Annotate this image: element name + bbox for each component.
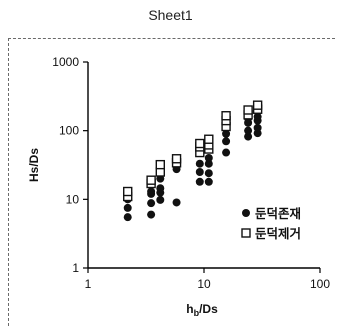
y-tick-label: 1000 (52, 55, 79, 69)
y-tick-label: 100 (59, 124, 79, 138)
x-axis-label: hb/Ds (186, 302, 218, 318)
data-point-circle (204, 153, 213, 162)
data-point-circle (204, 159, 213, 168)
data-point-circle (123, 203, 132, 212)
y-tick-label: 10 (66, 192, 80, 206)
data-point-circle (204, 177, 213, 186)
data-point-circle (204, 169, 213, 178)
data-point-circle (172, 198, 181, 207)
data-point-square (123, 186, 133, 197)
data-point-circle (253, 123, 262, 132)
data-point-circle (195, 177, 204, 186)
data-point-circle (195, 159, 204, 168)
data-point-square (204, 134, 214, 144)
x-tick-label: 100 (310, 277, 330, 291)
legend-label: 둔덕존재 (255, 206, 301, 221)
data-point-circle (156, 195, 165, 204)
data-point-circle (253, 112, 262, 121)
data-point-square (252, 100, 263, 110)
data-point-square (155, 159, 165, 170)
data-point-circle (244, 126, 253, 135)
data-point-circle (123, 213, 132, 222)
data-point-circle (147, 199, 156, 208)
data-point-circle (147, 210, 156, 219)
data-point-circle (222, 148, 231, 157)
y-axis-label: Hs/Ds (27, 148, 41, 182)
data-point-square (221, 111, 231, 121)
legend-marker (241, 228, 251, 238)
data-point-square (243, 105, 253, 115)
data-point-circle (156, 184, 165, 193)
legend-marker (242, 209, 250, 217)
data-point-square (195, 138, 205, 149)
data-point-circle (147, 187, 156, 196)
legend-label: 둔덕제거 (255, 226, 301, 241)
data-point-square (171, 154, 182, 164)
data-point-circle (244, 132, 253, 141)
data-point-circle (222, 137, 231, 146)
data-point-square (146, 175, 156, 185)
sheet-title: Sheet1 (148, 7, 193, 23)
data-point-circle (222, 129, 231, 138)
x-tick-label: 1 (85, 277, 92, 291)
data-point-circle (195, 168, 204, 177)
plot-frame (8, 38, 335, 326)
x-tick-label: 10 (197, 277, 211, 291)
y-tick-label: 1 (72, 261, 79, 275)
